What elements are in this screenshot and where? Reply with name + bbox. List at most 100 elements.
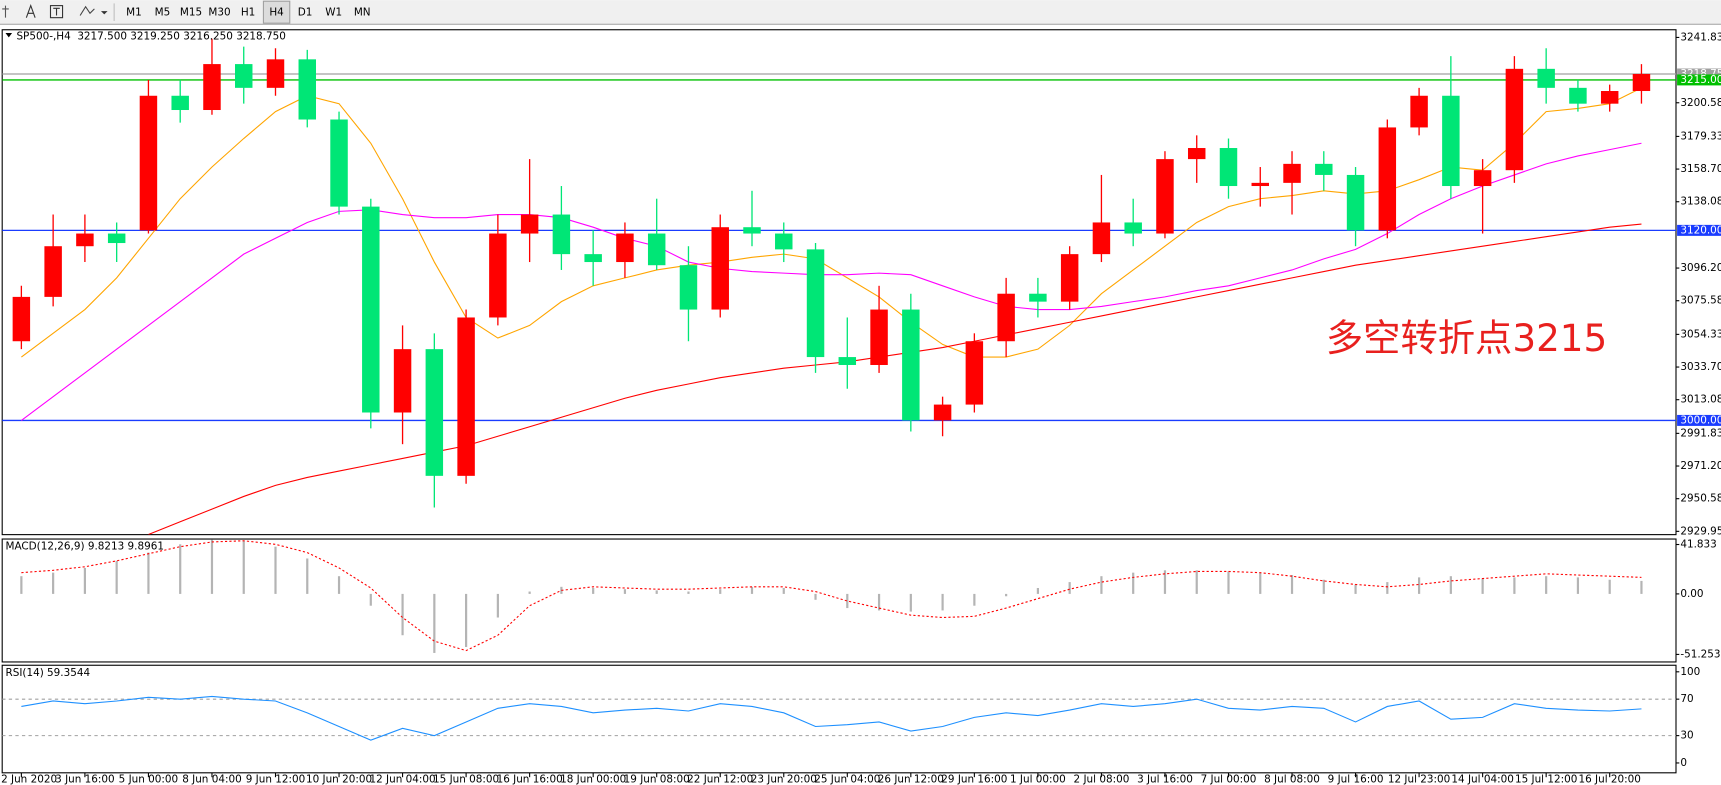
candle-body (44, 246, 62, 297)
candle-body (965, 341, 984, 405)
candle-body (171, 95, 189, 111)
moving-average (21, 87, 1642, 358)
x-tick-label: 3 Jun 16:00 (55, 773, 114, 785)
macd-bar (1290, 575, 1294, 594)
macd-bar (433, 593, 436, 653)
level-label-bg (1677, 224, 1721, 236)
y-tick-label: 100 (1680, 666, 1700, 678)
macd-bar (528, 591, 531, 594)
x-tick-label: 8 Jun 04:00 (182, 773, 242, 785)
y-tick-label: 3075.580 (1680, 295, 1721, 307)
crosshair-tool[interactable] (2, 5, 9, 18)
candle-body (838, 357, 857, 365)
x-tick-label: 9 Jul 16:00 (1328, 773, 1384, 785)
x-tick-label: 15 Jun 08:00 (433, 773, 499, 785)
macd-bar (1036, 587, 1039, 594)
x-tick-label: 25 Jun 04:00 (814, 773, 880, 785)
candle-body (139, 95, 158, 231)
timeframe-buttons: M1 M5 M15 M30 H1 H4 D1 W1 MN (126, 0, 371, 24)
candle-body (457, 317, 475, 476)
candle-body (393, 349, 412, 413)
candle-body (1219, 148, 1238, 187)
panel-frame (1, 538, 1677, 663)
macd-bar (1640, 580, 1643, 594)
x-tick-label: 12 Jul 23:00 (1388, 773, 1450, 785)
level-label: 3000.000 (1680, 414, 1721, 426)
candle-body (711, 227, 729, 310)
x-tick-label: 10 Jun 20:00 (306, 773, 372, 785)
timeframe-button[interactable]: M5 (155, 7, 171, 19)
macd-bar (1576, 577, 1580, 594)
x-tick-label: 16 Jul 20:00 (1578, 773, 1640, 785)
candle-body (775, 233, 793, 250)
y-tick-label: 2971.205 (1680, 460, 1721, 472)
text-tool[interactable] (25, 3, 36, 18)
macd-bar (1449, 576, 1452, 594)
level-label: 3215.000 (1680, 74, 1721, 86)
macd-bar (274, 546, 277, 594)
macd-bar (83, 567, 87, 594)
timeframe-button[interactable]: D1 (298, 7, 313, 19)
timeframe-button[interactable]: M1 (126, 7, 142, 19)
x-tick-label: 16 Jun 16:00 (497, 773, 563, 785)
macd-bar (909, 593, 912, 612)
title-marker (5, 33, 13, 38)
x-tick-label: 18 Jun 00:00 (560, 773, 626, 785)
macd-bar (814, 593, 817, 600)
chart-title-symbol: SP500-,H4 (16, 30, 71, 42)
level-label-bg (1677, 68, 1721, 80)
timeframe-button[interactable]: H1 (241, 7, 255, 19)
price-panel: 3241.830 3200.580 3179.330 3158.705 3138.080… (2, 30, 1721, 537)
chart-title-prices: 3217.500 3219.250 3216.250 3218.750 (77, 30, 286, 42)
shapes-tool[interactable] (79, 5, 95, 16)
chart-title: SP500-,H4 3217.500 3219.250 3216.250 3218… (16, 30, 285, 42)
macd-bar (1417, 577, 1421, 594)
rsi-panel: 100 70 30 0 RSI(14) 59.3544 (2, 666, 1700, 769)
timeframe-button[interactable]: M15 (180, 7, 202, 19)
candle-body (1473, 170, 1492, 187)
y-tick-label: 3096.205 (1680, 262, 1721, 274)
dropdown-arrow[interactable] (100, 11, 108, 15)
macd-bar (306, 558, 309, 594)
timeframe-button[interactable]: MN (354, 7, 371, 19)
candle-body (1124, 222, 1142, 234)
y-tick-label: -51.2535 (1680, 648, 1721, 660)
annotation: 多空转折点3215 (1326, 316, 1607, 360)
macd-bar (1545, 576, 1548, 594)
x-tick-label: 9 Jun 12:00 (246, 773, 306, 785)
level-label-bg (1677, 414, 1721, 426)
panel-frame (1, 664, 1677, 774)
toolbar (0, 0, 1721, 25)
macd-bar (1481, 578, 1484, 594)
macd-bar (115, 560, 118, 594)
macd-bar (465, 593, 468, 648)
label-tool[interactable] (49, 5, 64, 19)
moving-average (21, 142, 1642, 421)
x-tick-label: 3 Jul 16:00 (1137, 773, 1193, 785)
candle-body (76, 233, 94, 247)
macd-bar (369, 593, 372, 606)
level-label-bg (1677, 74, 1721, 86)
candle-body (616, 233, 634, 263)
macd-bar (655, 590, 658, 594)
x-tick-label: 19 Jun 08:00 (624, 773, 690, 785)
macd-bar (1259, 572, 1262, 594)
candle-body (1537, 68, 1555, 88)
y-tick-label: 2991.830 (1680, 427, 1721, 439)
macd-bar (687, 591, 690, 594)
candle-body (235, 64, 253, 88)
candle-body (298, 59, 317, 120)
x-tick-label: 8 Jul 08:00 (1264, 773, 1320, 785)
timeframe-button[interactable]: M30 (208, 7, 230, 19)
candle-body (552, 214, 571, 255)
y-tick-label: 41.833 (1680, 539, 1716, 551)
timeframe-button[interactable]: W1 (325, 7, 342, 19)
y-tick-label: 3241.830 (1680, 31, 1721, 43)
timeframe-button[interactable]: H4 (269, 7, 284, 19)
x-tick-label: 14 Jul 04:00 (1451, 773, 1513, 785)
y-tick-label: 3158.705 (1680, 163, 1721, 175)
candle-body (1346, 174, 1365, 231)
indicator-title: MACD(12,26,9) 9.8213 9.8961 (5, 541, 163, 553)
x-tick-label: 2 Jul 08:00 (1074, 773, 1130, 785)
